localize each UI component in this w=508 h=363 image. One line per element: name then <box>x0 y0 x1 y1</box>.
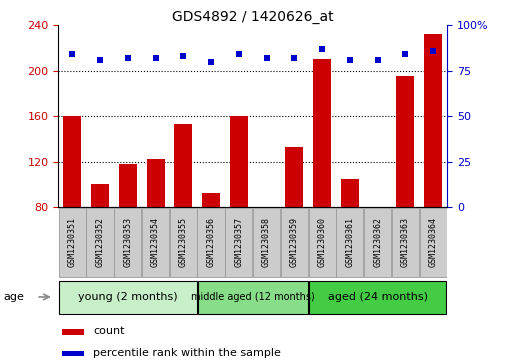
Bar <box>202 193 220 207</box>
Point <box>179 53 187 59</box>
Point <box>290 55 298 61</box>
Bar <box>119 164 137 207</box>
FancyBboxPatch shape <box>420 208 447 277</box>
Text: aged (24 months): aged (24 months) <box>328 292 428 302</box>
FancyBboxPatch shape <box>170 208 197 277</box>
Bar <box>62 329 84 335</box>
Bar <box>64 116 81 207</box>
Text: GSM1230364: GSM1230364 <box>429 217 438 267</box>
FancyBboxPatch shape <box>142 208 169 277</box>
Text: GSM1230356: GSM1230356 <box>207 217 215 267</box>
Text: middle aged (12 months): middle aged (12 months) <box>191 292 314 302</box>
Text: GSM1230357: GSM1230357 <box>234 217 243 267</box>
Point <box>429 48 437 54</box>
FancyBboxPatch shape <box>281 208 308 277</box>
Text: age: age <box>3 292 24 302</box>
FancyBboxPatch shape <box>86 208 114 277</box>
Point <box>263 55 271 61</box>
FancyBboxPatch shape <box>198 208 225 277</box>
Point <box>207 59 215 65</box>
Bar <box>146 159 165 207</box>
Bar <box>62 351 84 356</box>
FancyBboxPatch shape <box>336 208 364 277</box>
Bar <box>230 116 248 207</box>
Text: GSM1230360: GSM1230360 <box>318 217 327 267</box>
Point <box>373 57 382 63</box>
Text: GSM1230351: GSM1230351 <box>68 217 77 267</box>
Bar <box>91 184 109 207</box>
Text: GSM1230361: GSM1230361 <box>345 217 355 267</box>
Point <box>68 52 76 57</box>
Bar <box>174 124 193 207</box>
Point <box>318 46 326 52</box>
FancyBboxPatch shape <box>364 208 391 277</box>
FancyBboxPatch shape <box>392 208 419 277</box>
Text: percentile rank within the sample: percentile rank within the sample <box>93 348 281 358</box>
Bar <box>424 34 442 207</box>
FancyBboxPatch shape <box>309 281 447 314</box>
FancyBboxPatch shape <box>308 208 336 277</box>
Bar <box>369 207 387 209</box>
Point <box>235 52 243 57</box>
FancyBboxPatch shape <box>198 281 308 314</box>
Text: GSM1230359: GSM1230359 <box>290 217 299 267</box>
FancyBboxPatch shape <box>59 208 86 277</box>
Text: GSM1230352: GSM1230352 <box>96 217 105 267</box>
Text: GSM1230358: GSM1230358 <box>262 217 271 267</box>
Bar <box>341 179 359 207</box>
Bar <box>313 60 331 207</box>
Text: young (2 months): young (2 months) <box>78 292 178 302</box>
FancyBboxPatch shape <box>114 208 141 277</box>
Title: GDS4892 / 1420626_at: GDS4892 / 1420626_at <box>172 11 334 24</box>
Text: GSM1230353: GSM1230353 <box>123 217 132 267</box>
Bar <box>396 77 415 207</box>
Point <box>346 57 354 63</box>
FancyBboxPatch shape <box>59 281 197 314</box>
Text: GSM1230363: GSM1230363 <box>401 217 410 267</box>
Text: GSM1230354: GSM1230354 <box>151 217 160 267</box>
Point <box>96 57 104 63</box>
Point <box>151 55 160 61</box>
Text: count: count <box>93 326 125 337</box>
FancyBboxPatch shape <box>253 208 280 277</box>
Point <box>401 52 409 57</box>
Text: GSM1230355: GSM1230355 <box>179 217 188 267</box>
Point <box>124 55 132 61</box>
Text: GSM1230362: GSM1230362 <box>373 217 382 267</box>
Bar <box>285 147 303 207</box>
FancyBboxPatch shape <box>225 208 252 277</box>
